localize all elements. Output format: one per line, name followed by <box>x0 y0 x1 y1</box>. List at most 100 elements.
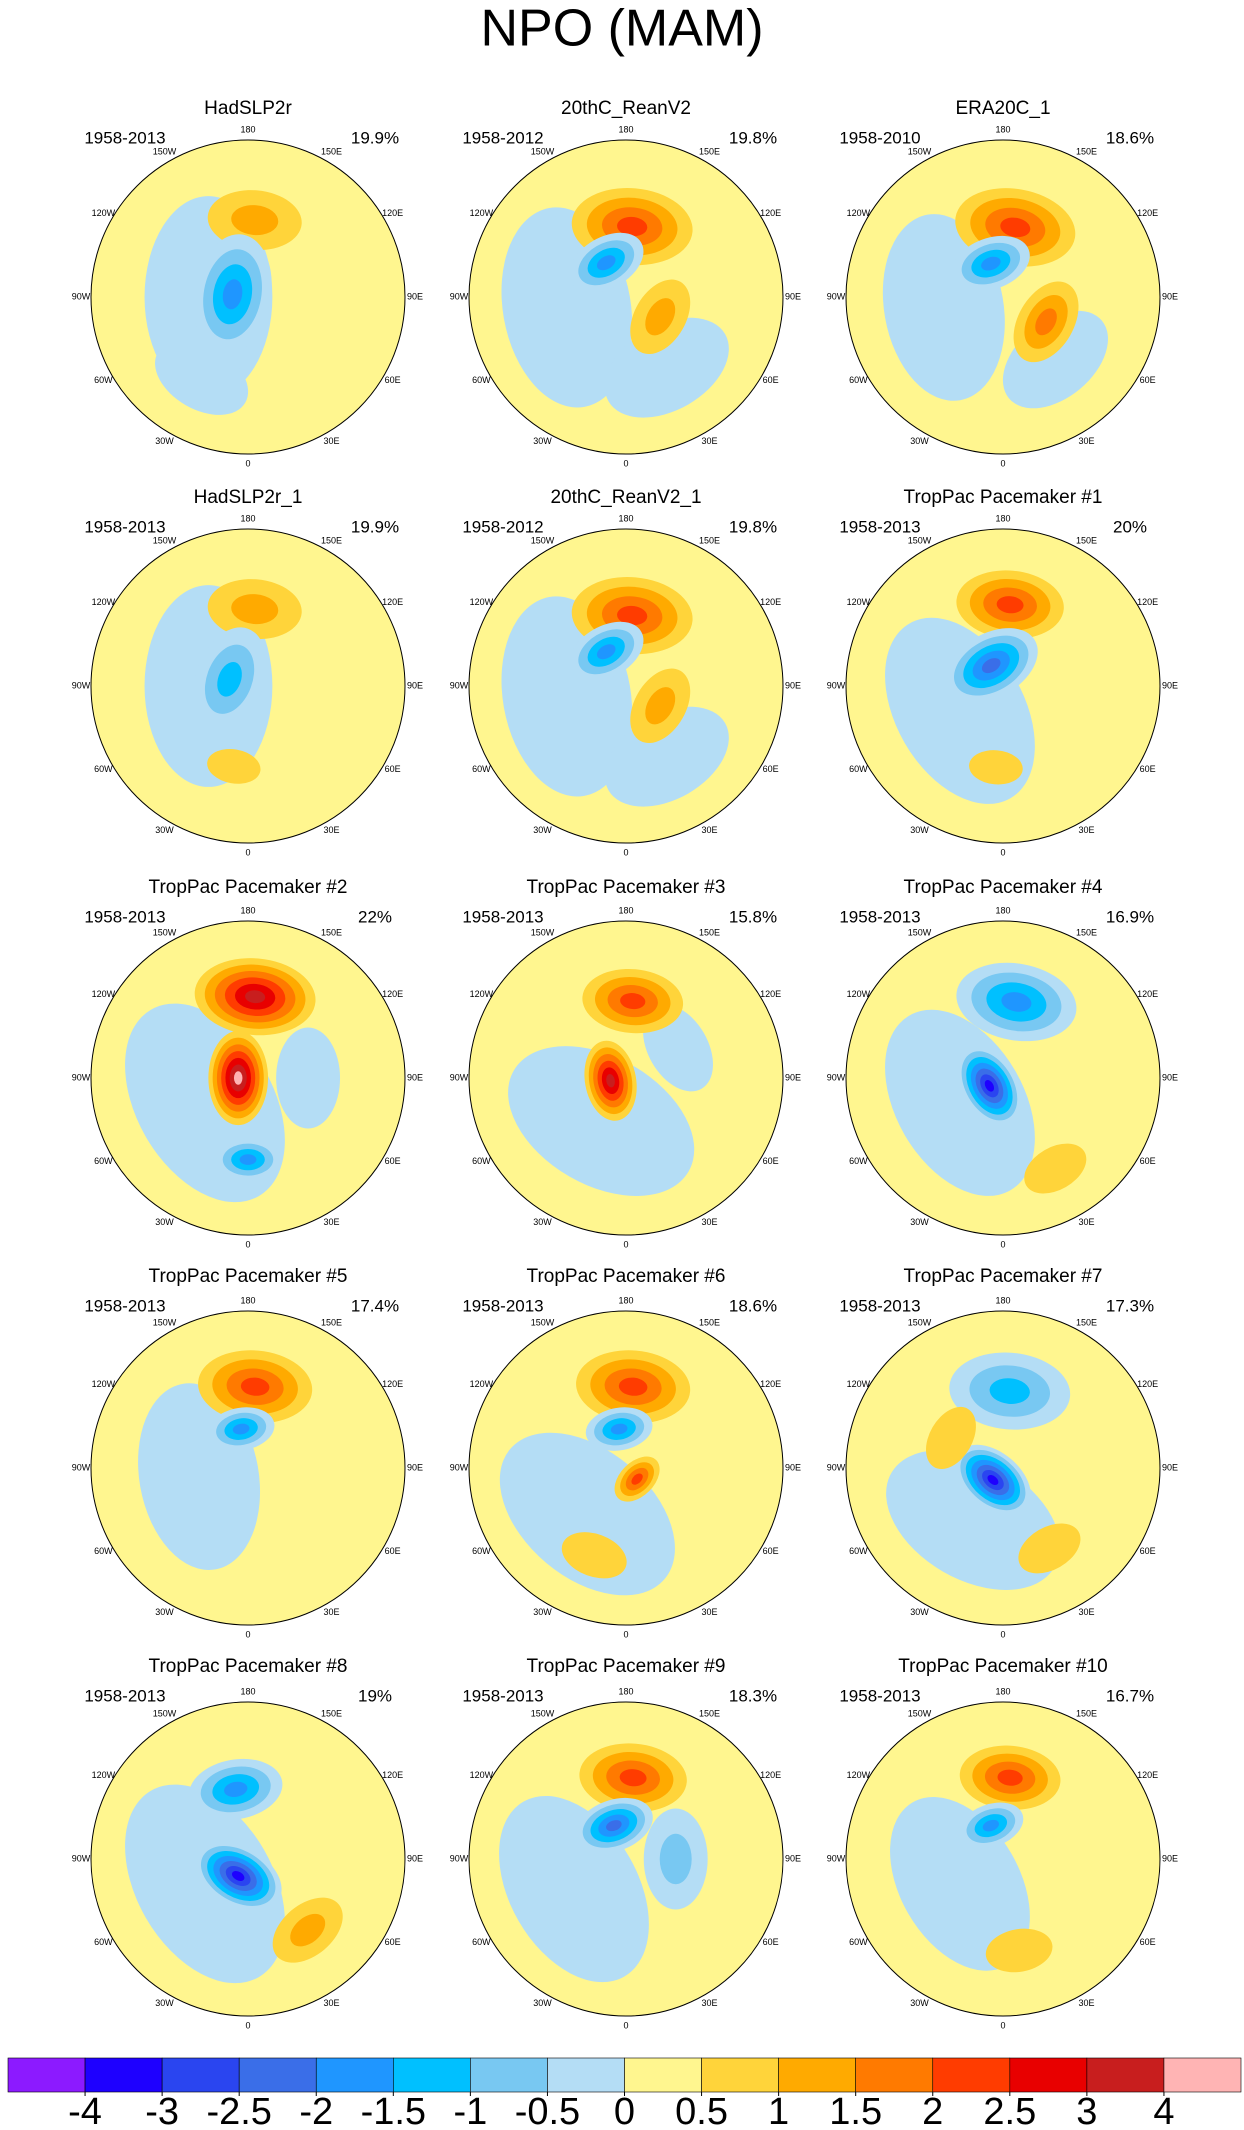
longitude-label: 0 <box>245 458 250 468</box>
longitude-label: 30W <box>910 1217 929 1227</box>
longitude-label: 90W <box>827 1853 846 1863</box>
longitude-label: 90W <box>72 1462 91 1472</box>
longitude-label: 120W <box>92 597 116 607</box>
longitude-label: 90W <box>827 1072 846 1082</box>
anomaly-contour <box>508 1046 695 1196</box>
anomaly-contour <box>981 658 1001 674</box>
panel-variance: 17.3% <box>1106 1296 1154 1315</box>
panel-variance: 19.9% <box>351 517 399 536</box>
panel-variance: 22% <box>358 907 392 926</box>
anomaly-contour <box>224 1781 248 1798</box>
panel-title: HadSLP2r_1 <box>194 487 303 508</box>
anomaly-contour <box>232 1423 250 1435</box>
longitude-label: 60W <box>472 1937 491 1947</box>
longitude-label: 30W <box>533 825 552 835</box>
map-border <box>90 528 406 844</box>
panel-title: 20thC_ReanV2 <box>561 98 691 119</box>
colorbar-label: -4 <box>68 2091 102 2130</box>
longitude-label: 120E <box>382 208 403 218</box>
panel-period: 1958-2013 <box>84 907 165 926</box>
longitude-label: 150W <box>153 928 177 938</box>
longitude-label: 150E <box>699 1318 720 1328</box>
anomaly-contour <box>996 596 1024 614</box>
panel-title: TropPac Pacemaker #6 <box>527 1266 726 1287</box>
anomaly-contour <box>1024 1143 1087 1194</box>
longitude-label: 90W <box>72 1072 91 1082</box>
longitude-label: 150W <box>531 928 555 938</box>
longitude-label: 120E <box>760 989 781 999</box>
map-panel <box>469 921 783 1235</box>
panel-variance: 17.4% <box>351 1296 399 1315</box>
panel-period: 1958-2013 <box>839 1296 920 1315</box>
anomaly-contour <box>240 1377 270 1396</box>
colorbar-label: 2 <box>922 2091 943 2130</box>
panel-title: TropPac Pacemaker #9 <box>527 1656 726 1677</box>
longitude-label: 60W <box>472 1546 491 1556</box>
anomaly-contour <box>1000 217 1031 238</box>
map-panel <box>469 1702 783 2016</box>
longitude-label: 60W <box>472 764 491 774</box>
longitude-label: 150W <box>153 147 177 157</box>
map-border <box>90 1701 406 2017</box>
longitude-label: 150E <box>699 536 720 546</box>
anomaly-contour <box>231 1870 245 1881</box>
anomaly-contour <box>606 1820 622 1832</box>
longitude-label: 150W <box>531 536 555 546</box>
longitude-label: 150E <box>699 928 720 938</box>
longitude-label: 0 <box>245 2020 250 2030</box>
longitude-label: 60E <box>1140 1937 1156 1947</box>
anomaly-contour <box>245 990 266 1004</box>
colorbar-label: -2.5 <box>206 2091 271 2130</box>
longitude-label: 180 <box>618 905 633 915</box>
longitude-label: 30E <box>1078 825 1094 835</box>
longitude-label: 60W <box>849 375 868 385</box>
longitude-label: 120W <box>92 1770 116 1780</box>
colorbar-swatch <box>393 2057 471 2093</box>
longitude-label: 30E <box>701 825 717 835</box>
longitude-label: 60W <box>94 1546 113 1556</box>
map-border <box>845 920 1161 1236</box>
longitude-label: 90E <box>785 680 801 690</box>
longitude-label: 30W <box>155 1217 174 1227</box>
longitude-label: 60E <box>1140 375 1156 385</box>
map-border <box>845 1310 1161 1626</box>
map-panel <box>846 529 1160 843</box>
panel-period: 1958-2013 <box>462 907 543 926</box>
colorbar-swatch <box>855 2057 934 2093</box>
longitude-label: 0 <box>623 2020 628 2030</box>
longitude-label: 150E <box>1076 147 1097 157</box>
panel-period: 1958-2013 <box>462 1296 543 1315</box>
longitude-label: 30E <box>1078 1217 1094 1227</box>
colorbar-swatch <box>1086 2057 1165 2093</box>
longitude-label: 0 <box>623 1239 628 1249</box>
panel-variance: 18.6% <box>729 1296 777 1315</box>
panel-title: TropPac Pacemaker #4 <box>904 877 1103 898</box>
longitude-label: 90E <box>407 1853 423 1863</box>
longitude-label: 150E <box>321 536 342 546</box>
anomaly-contour <box>155 339 249 415</box>
longitude-label: 60E <box>763 375 779 385</box>
longitude-label: 120E <box>382 597 403 607</box>
map-panel <box>846 1702 1160 2016</box>
longitude-label: 0 <box>623 458 628 468</box>
longitude-label: 120E <box>760 1379 781 1389</box>
longitude-label: 180 <box>240 1295 255 1305</box>
longitude-label: 150E <box>321 147 342 157</box>
anomaly-contour <box>606 1074 615 1088</box>
longitude-label: 120E <box>760 597 781 607</box>
longitude-label: 0 <box>245 1239 250 1249</box>
map-panel <box>91 529 405 843</box>
longitude-label: 120W <box>470 1379 494 1389</box>
longitude-label: 60W <box>94 375 113 385</box>
longitude-label: 60E <box>1140 1156 1156 1166</box>
map-panel <box>469 529 783 843</box>
longitude-label: 90E <box>785 1072 801 1082</box>
longitude-label: 30W <box>910 825 929 835</box>
panel-title: TropPac Pacemaker #2 <box>149 877 348 898</box>
panel-variance: 19.8% <box>729 128 777 147</box>
panel-title: HadSLP2r <box>204 98 292 119</box>
longitude-label: 30E <box>323 825 339 835</box>
longitude-label: 120E <box>760 1770 781 1780</box>
map-panel <box>846 1311 1160 1625</box>
longitude-label: 60W <box>849 1546 868 1556</box>
